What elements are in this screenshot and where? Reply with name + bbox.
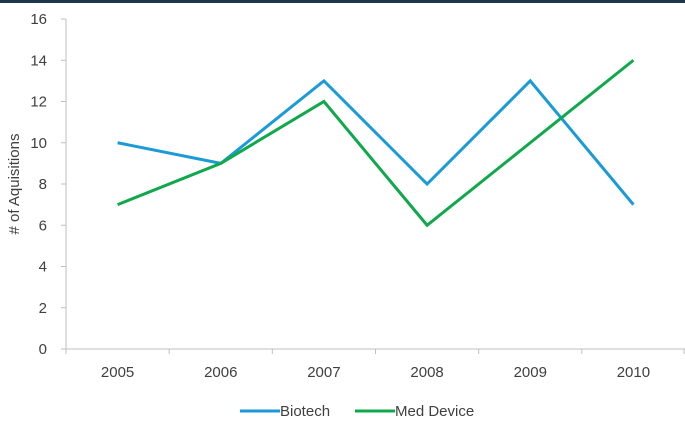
x-tick-label: 2009 xyxy=(514,364,547,381)
series-line-biotech xyxy=(117,78,635,206)
y-tick-label: 4 xyxy=(39,259,47,276)
y-axis-title: # of Aquisitions xyxy=(6,134,23,235)
y-tick-label: 12 xyxy=(30,94,47,111)
x-tick-label: 2008 xyxy=(410,364,443,381)
y-tick-label: 8 xyxy=(39,176,47,193)
y-tick-label: 14 xyxy=(30,52,47,69)
series-lines xyxy=(117,59,635,228)
y-tick-label: 16 xyxy=(30,11,47,28)
top-banner-bar xyxy=(0,0,685,3)
legend-label: Med Device xyxy=(395,403,474,420)
x-tick-label: 2005 xyxy=(101,364,134,381)
legend-label: Biotech xyxy=(280,403,330,420)
y-tick-label: 10 xyxy=(30,135,47,152)
x-axis: 2005 2006 2007 2008 2009 2010 xyxy=(65,348,685,381)
y-tick-label: 2 xyxy=(39,300,47,317)
y-tick-label: 6 xyxy=(39,217,47,234)
x-tick-label: 2006 xyxy=(204,364,237,381)
legend: Biotech Med Device xyxy=(240,403,474,420)
x-tick-label: 2010 xyxy=(617,364,650,381)
series-line-med-device xyxy=(117,59,635,228)
y-tick-label: 0 xyxy=(39,341,47,358)
y-axis: 0 2 4 6 8 10 12 14 16 xyxy=(30,11,67,358)
x-tick-label: 2007 xyxy=(307,364,340,381)
